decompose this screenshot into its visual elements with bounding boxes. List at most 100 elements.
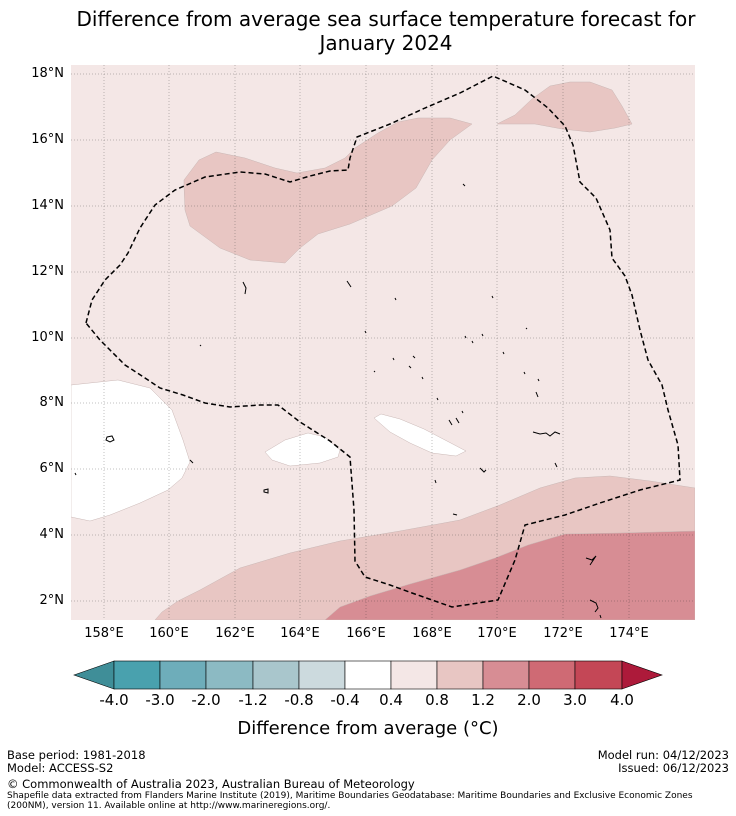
island [537,378,540,382]
shapefile-credit-2: (200NM), version 11. Available online at… [7,801,331,811]
colorbar-swatch [574,660,623,690]
colorbar-swatch [159,660,207,690]
graticule [71,65,695,620]
island [462,183,466,187]
lat-label: 6°N [39,461,65,476]
island [189,459,194,464]
chart-title: Difference from average sea surface temp… [0,7,736,55]
island [242,281,247,295]
shapefile-credit-1: Shapefile data extracted from Flanders M… [7,791,693,801]
eez-boundary [85,75,681,608]
neutral-region-west [71,379,191,522]
colorbar-tick-label: -4.0 [99,691,129,709]
lat-label: 10°N [31,330,64,345]
island [481,333,484,337]
colorbar-tick-label: -0.4 [330,691,360,709]
colorbar-swatch [528,660,576,690]
colorbar-swatch [252,660,300,690]
island [263,488,269,494]
island [471,340,474,344]
island [525,327,528,330]
title-line-2: January 2024 [319,31,453,55]
colorbar-swatch [113,660,161,690]
colorbar-swatch [390,660,438,690]
lat-label: 18°N [31,66,64,81]
neutral-region-central [264,432,341,467]
island [535,391,539,398]
lon-label: 158°E [84,626,124,641]
lon-label: 164°E [280,626,320,641]
lon-label: 166°E [346,626,386,641]
island [408,365,412,369]
title-line-1: Difference from average sea surface temp… [76,7,696,31]
issued-date: Issued: 06/12/2023 [618,761,729,775]
island [346,280,352,288]
island [523,371,526,375]
strong-warm-region-south [324,530,695,620]
colorbar [73,660,663,690]
warm-region-north-west [183,117,473,264]
island [421,376,424,380]
colorbar-tick-label: 4.0 [610,691,634,709]
island [599,614,602,619]
lon-label: 172°E [543,626,583,641]
colorbar-tick-label: 2.0 [517,691,541,709]
island [455,417,460,424]
island [392,357,395,361]
colorbar-title: Difference from average (°C) [237,718,499,739]
lon-label: 168°E [412,626,452,641]
model-run: Model run: 04/12/2023 [597,748,729,762]
lat-label: 14°N [31,198,64,213]
island [412,355,416,359]
lon-label: 174°E [609,626,649,641]
copyright: © Commonwealth of Australia 2023, Austra… [7,777,415,791]
neutral-region-east [373,413,467,457]
colorbar-tick-label: 0.8 [425,691,449,709]
island [199,344,202,347]
island [394,297,397,301]
lon-label: 162°E [215,626,255,641]
lat-label: 12°N [31,264,64,279]
islands [74,183,602,619]
model-name: Model: ACCESS-S2 [7,761,114,775]
colorbar-tick-label: -1.2 [238,691,268,709]
colorbar-tick-label: 3.0 [563,691,587,709]
island [585,555,597,566]
island [452,513,458,516]
colorbar-swatch [482,660,530,690]
island [491,295,494,299]
base-period: Base period: 1981-2018 [7,748,146,762]
colorbar-tick-label: -2.0 [191,691,221,709]
island [464,335,467,339]
colorbar-tick-label: -3.0 [145,691,175,709]
lon-label: 170°E [477,626,517,641]
island [74,472,77,476]
island [436,397,439,401]
colorbar-swatch [436,660,484,690]
colorbar-extend-high [621,660,663,690]
colorbar-swatch [344,660,392,690]
island [461,410,464,414]
lat-label: 8°N [39,395,65,410]
lat-label: 2°N [39,593,65,608]
island [448,419,453,426]
island [532,431,561,437]
colorbar-tick-label: 1.2 [471,691,495,709]
colorbar-extend-low [73,660,115,690]
island [479,467,487,473]
island [373,370,376,373]
island [502,351,505,355]
lat-label: 4°N [39,527,65,542]
colorbar-tick-label: 0.4 [379,691,403,709]
colorbar-swatch [205,660,254,690]
lat-label: 16°N [31,132,64,147]
colorbar-swatch [298,660,346,690]
island [589,599,599,613]
island [105,435,115,443]
island [554,462,558,468]
lon-label: 160°E [149,626,189,641]
colorbar-tick-label: -0.8 [284,691,314,709]
island [434,479,437,484]
island [364,330,367,334]
